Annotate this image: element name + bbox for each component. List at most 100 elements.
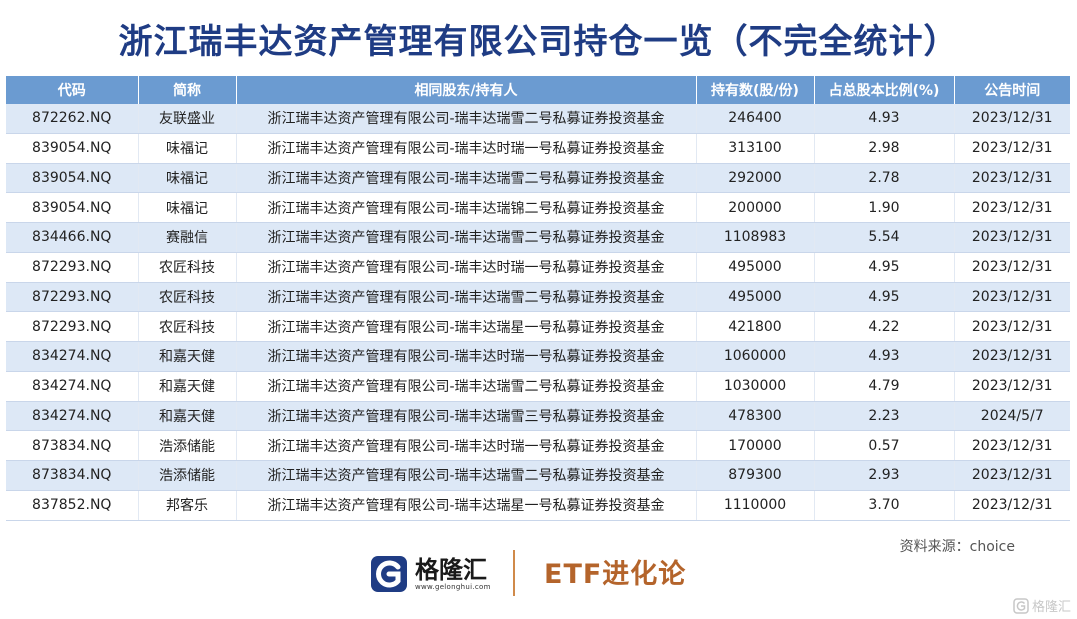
- cell-date: 2023/12/31: [954, 371, 1070, 402]
- cell-name: 农匠科技: [138, 252, 237, 283]
- cell-holder: 浙江瑞丰达资产管理有限公司-瑞丰达时瑞一号私募证券投资基金: [236, 341, 697, 372]
- cell-shares: 170000: [696, 430, 815, 461]
- cell-date: 2023/12/31: [954, 282, 1070, 313]
- cell-name: 味福记: [138, 192, 237, 223]
- gelonghui-logo-icon: [371, 556, 407, 592]
- cell-code: 839054.NQ: [6, 192, 139, 223]
- cell-code: 873834.NQ: [6, 460, 139, 491]
- cell-shares: 1060000: [696, 341, 815, 372]
- header-holder: 相同股东/持有人: [236, 76, 697, 104]
- cell-shares: 246400: [696, 104, 815, 134]
- cell-name: 味福记: [138, 163, 237, 194]
- cell-code: 834274.NQ: [6, 371, 139, 402]
- cell-ratio: 5.54: [814, 222, 955, 253]
- cell-ratio: 3.70: [814, 490, 955, 521]
- gelonghui-watermark-icon: [1013, 597, 1029, 614]
- cell-code: 839054.NQ: [6, 133, 139, 164]
- cell-holder: 浙江瑞丰达资产管理有限公司-瑞丰达瑞雪三号私募证券投资基金: [236, 401, 697, 432]
- header-shares: 持有数(股/份): [696, 76, 815, 104]
- cell-date: 2023/12/31: [954, 222, 1070, 253]
- cell-shares: 313100: [696, 133, 815, 164]
- page-title: 浙江瑞丰达资产管理有限公司持仓一览（不完全统计）: [118, 22, 959, 62]
- cell-shares: 495000: [696, 282, 815, 313]
- cell-shares: 478300: [696, 401, 815, 432]
- table-row: 839054.NQ 味福记 浙江瑞丰达资产管理有限公司-瑞丰达时瑞一号私募证券投资基…: [6, 133, 1070, 164]
- table-body: 872262.NQ 友联盛业浙江瑞丰达资产管理有限公司-瑞丰达瑞雪二号私募证券投资…: [6, 104, 1070, 521]
- cell-code: 873834.NQ: [6, 430, 139, 461]
- cell-ratio: 4.95: [814, 282, 955, 313]
- cell-ratio: 2.23: [814, 401, 955, 432]
- cell-code: 872262.NQ: [6, 104, 139, 134]
- table-header-row: 代码 简称 相同股东/持有人 持有数(股/份) 占总股本比例(%) 公告时间: [6, 76, 1070, 104]
- cell-code: 839054.NQ: [6, 163, 139, 194]
- cell-name: 友联盛业: [138, 104, 237, 134]
- cell-ratio: 2.93: [814, 460, 955, 491]
- table-row: 873834.NQ 浩添储能 浙江瑞丰达资产管理有限公司-瑞丰达时瑞一号私募证券投资…: [6, 430, 1070, 461]
- table-row: 872293.NQ 农匠科技 浙江瑞丰达资产管理有限公司-瑞丰达时瑞一号私募证券投资…: [6, 252, 1070, 283]
- table-row: 872262.NQ 友联盛业 浙江瑞丰达资产管理有限公司-瑞丰达瑞雪二号私募证券投资…: [6, 104, 1070, 134]
- cell-ratio: 1.90: [814, 192, 955, 223]
- table-row: 839054.NQ 味福记 浙江瑞丰达资产管理有限公司-瑞丰达瑞锦二号私募证券投资基…: [6, 192, 1070, 223]
- footer-brand: ETF进化论: [544, 559, 687, 590]
- cell-name: 农匠科技: [138, 282, 237, 313]
- cell-shares: 421800: [696, 311, 815, 342]
- cell-holder: 浙江瑞丰达资产管理有限公司-瑞丰达瑞雪二号私募证券投资基金: [236, 371, 697, 402]
- cell-shares: 495000: [696, 252, 815, 283]
- cell-ratio: 4.79: [814, 371, 955, 402]
- cell-code: 834466.NQ: [6, 222, 139, 253]
- cell-holder: 浙江瑞丰达资产管理有限公司-瑞丰达瑞锦二号私募证券投资基金: [236, 192, 697, 223]
- logo-url: www.gelonghui.com: [415, 583, 491, 591]
- table-row: 837852.NQ 邦客乐 浙江瑞丰达资产管理有限公司-瑞丰达瑞星一号私募证券投资基…: [6, 490, 1070, 521]
- logo-name: 格隆汇: [415, 556, 487, 584]
- table-row: 834274.NQ 和嘉天健 浙江瑞丰达资产管理有限公司-瑞丰达瑞雪三号私募证券投资…: [6, 401, 1070, 432]
- cell-date: 2023/12/31: [954, 341, 1070, 372]
- cell-holder: 浙江瑞丰达资产管理有限公司-瑞丰达时瑞一号私募证券投资基金: [236, 133, 697, 164]
- cell-code: 837852.NQ: [6, 490, 139, 521]
- cell-holder: 浙江瑞丰达资产管理有限公司-瑞丰达瑞雪二号私募证券投资基金: [236, 460, 697, 491]
- header-ratio: 占总股本比例(%): [814, 76, 955, 104]
- header-name: 简称: [138, 76, 237, 104]
- watermark-text: 格隆汇: [1031, 600, 1071, 615]
- cell-holder: 浙江瑞丰达资产管理有限公司-瑞丰达瑞雪二号私募证券投资基金: [236, 222, 697, 253]
- cell-code: 834274.NQ: [6, 341, 139, 372]
- watermark: 格隆汇: [1013, 596, 1071, 615]
- cell-code: 834274.NQ: [6, 401, 139, 432]
- cell-holder: 浙江瑞丰达资产管理有限公司-瑞丰达瑞星一号私募证券投资基金: [236, 490, 697, 521]
- gelonghui-logo: 格隆汇 www.gelonghui.com: [369, 552, 491, 596]
- cell-name: 和嘉天健: [138, 371, 237, 402]
- table-row: 834274.NQ 和嘉天健 浙江瑞丰达资产管理有限公司-瑞丰达时瑞一号私募证券投资…: [6, 341, 1070, 372]
- cell-date: 2023/12/31: [954, 104, 1070, 134]
- cell-shares: 879300: [696, 460, 815, 491]
- cell-name: 味福记: [138, 133, 237, 164]
- cell-holder: 浙江瑞丰达资产管理有限公司-瑞丰达时瑞一号私募证券投资基金: [236, 430, 697, 461]
- cell-date: 2023/12/31: [954, 460, 1070, 491]
- source-note: 资料来源：choice: [899, 539, 1015, 555]
- cell-ratio: 4.93: [814, 104, 955, 134]
- cell-date: 2023/12/31: [954, 192, 1070, 223]
- holdings-table: 代码 简称 相同股东/持有人 持有数(股/份) 占总股本比例(%) 公告时间 8…: [6, 76, 1070, 521]
- cell-date: 2023/12/31: [954, 311, 1070, 342]
- cell-date: 2023/12/31: [954, 163, 1070, 194]
- cell-date: 2023/12/31: [954, 133, 1070, 164]
- table-row: 839054.NQ 味福记 浙江瑞丰达资产管理有限公司-瑞丰达瑞雪二号私募证券投资基…: [6, 163, 1070, 194]
- cell-holder: 浙江瑞丰达资产管理有限公司-瑞丰达瑞雪二号私募证券投资基金: [236, 282, 697, 313]
- cell-code: 872293.NQ: [6, 282, 139, 313]
- cell-shares: 292000: [696, 163, 815, 194]
- cell-ratio: 2.78: [814, 163, 955, 194]
- header-date: 公告时间: [954, 76, 1070, 104]
- header-code: 代码: [6, 76, 139, 104]
- cell-name: 赛融信: [138, 222, 237, 253]
- cell-ratio: 4.22: [814, 311, 955, 342]
- cell-date: 2023/12/31: [954, 252, 1070, 283]
- cell-ratio: 4.93: [814, 341, 955, 372]
- cell-name: 浩添储能: [138, 430, 237, 461]
- table-row: 872293.NQ 农匠科技 浙江瑞丰达资产管理有限公司-瑞丰达瑞星一号私募证券投资…: [6, 311, 1070, 342]
- cell-name: 农匠科技: [138, 311, 237, 342]
- table-row: 873834.NQ 浩添储能 浙江瑞丰达资产管理有限公司-瑞丰达瑞雪二号私募证券投资…: [6, 460, 1070, 491]
- cell-shares: 1030000: [696, 371, 815, 402]
- cell-holder: 浙江瑞丰达资产管理有限公司-瑞丰达瑞雪二号私募证券投资基金: [236, 163, 697, 194]
- cell-shares: 1110000: [696, 490, 815, 521]
- cell-code: 872293.NQ: [6, 252, 139, 283]
- table-row: 834466.NQ 赛融信 浙江瑞丰达资产管理有限公司-瑞丰达瑞雪二号私募证券投资基…: [6, 222, 1070, 253]
- cell-name: 浩添储能: [138, 460, 237, 491]
